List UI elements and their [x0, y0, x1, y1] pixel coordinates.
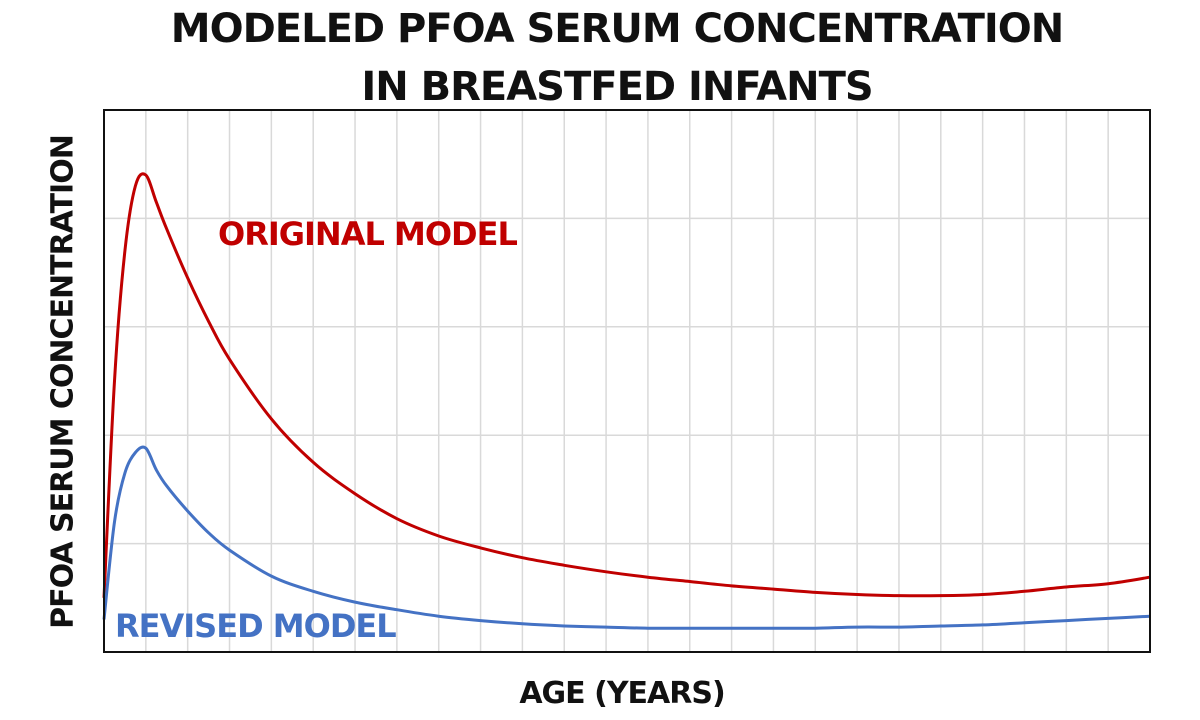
revised-model-line	[102, 445, 1151, 630]
original-model-line	[102, 172, 1151, 598]
grid-lines	[104, 110, 1150, 652]
plot-area-border	[103, 109, 1151, 653]
series-label-original: ORIGINAL MODEL	[218, 215, 517, 253]
x-axis-label: AGE (YEARS)	[519, 676, 725, 711]
chart-title-line-2: IN BREASTFED INFANTS	[361, 64, 873, 110]
chart-title-line-1: MODELED PFOA SERUM CONCENTRATION	[170, 6, 1064, 52]
series-label-revised: REVISED MODEL	[115, 607, 396, 645]
series-lines	[102, 172, 1151, 630]
